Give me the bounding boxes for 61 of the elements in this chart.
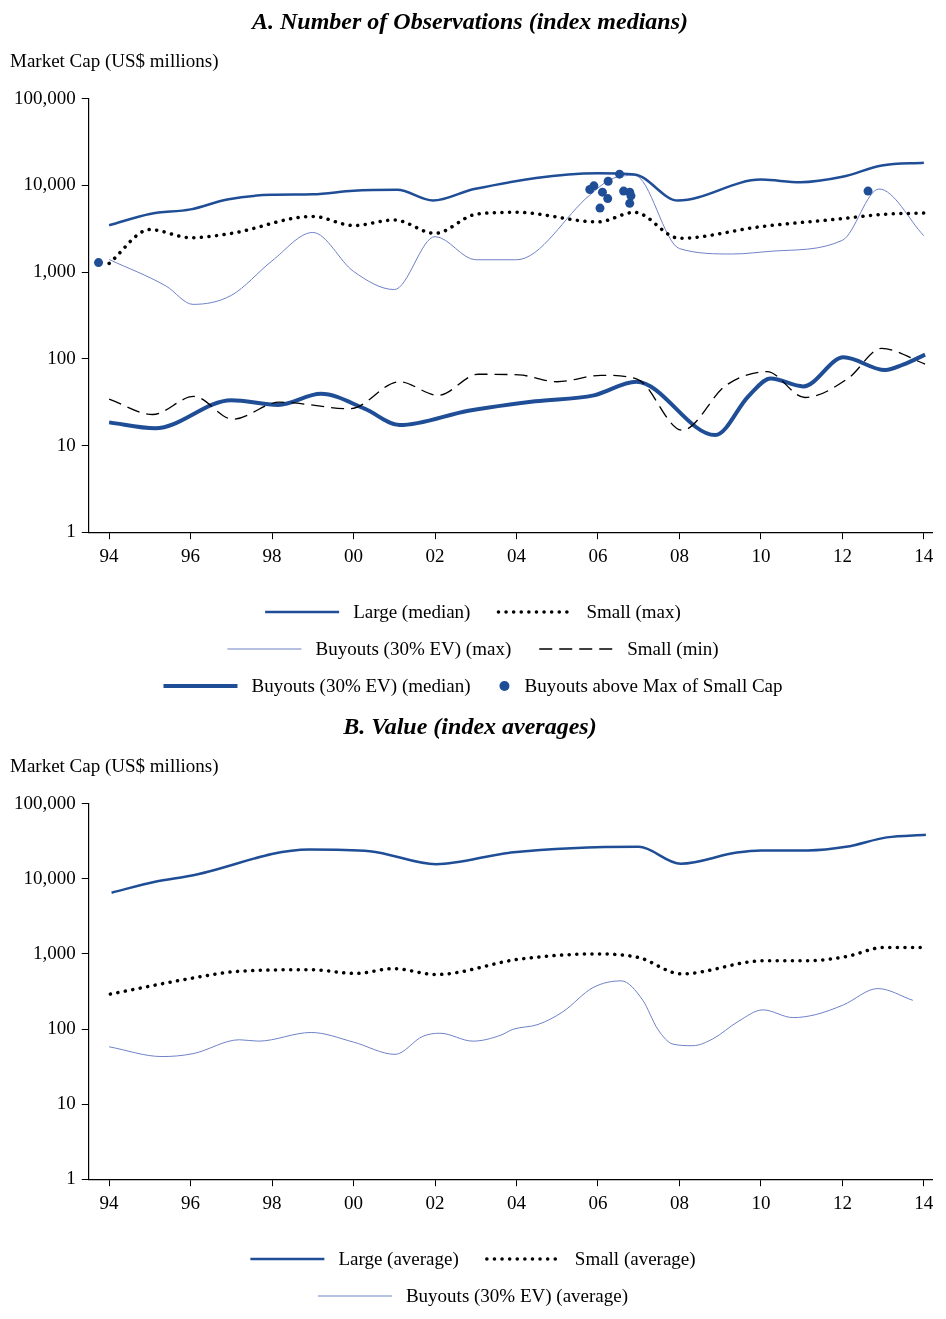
x-tick-label: 14 [914, 544, 934, 566]
legend-label: Large (average) [338, 1247, 459, 1270]
x-tick-label: 08 [669, 1191, 689, 1213]
point [863, 186, 873, 196]
y-tick-label: 100 [47, 346, 76, 368]
x-tick-label: 08 [669, 544, 689, 566]
y-tick-label: 1,000 [33, 260, 76, 282]
y-tick-label: 1 [66, 520, 76, 542]
legend-label: Small (max) [586, 600, 681, 623]
x-tick-label: 12 [832, 544, 852, 566]
x-tick-label: 00 [344, 544, 364, 566]
y-tick-label: 100 [47, 1017, 76, 1039]
x-tick-label: 94 [99, 544, 120, 566]
line-series [108, 980, 914, 1058]
legend-label: Buyouts above Max of Small Cap [524, 674, 783, 696]
x-tick-label: 14 [914, 1191, 934, 1213]
point [625, 198, 635, 208]
y-tick-label: 10,000 [23, 173, 76, 195]
x-tick-label: 02 [425, 1191, 445, 1213]
x-tick-label: 10 [751, 544, 771, 566]
y-axis-title: Market Cap (US$ millions) [10, 754, 219, 777]
chart-title: A. Number of Observations (index medians) [249, 7, 689, 34]
x-tick-label: 98 [262, 1191, 282, 1213]
legend-label: Large (median) [353, 600, 471, 623]
x-tick-label: 04 [506, 1191, 527, 1213]
point [589, 181, 599, 191]
y-tick-label: 1,000 [33, 941, 76, 963]
point [94, 258, 104, 268]
x-tick-label: 96 [181, 1191, 201, 1213]
point [615, 169, 625, 179]
point [603, 194, 613, 204]
line-series [107, 210, 926, 266]
x-tick-label: 10 [751, 1191, 771, 1213]
x-tick-label: 96 [181, 544, 201, 566]
legend-label: Small (min) [627, 637, 719, 660]
x-tick-label: 98 [262, 544, 282, 566]
y-tick-label: 100,000 [14, 791, 76, 813]
y-axis-title: Market Cap (US$ millions) [10, 49, 219, 72]
legend-label: Buyouts (30% EV) (median) [251, 674, 471, 697]
x-tick-label: 94 [99, 1191, 120, 1213]
x-tick-label: 06 [588, 544, 608, 566]
legend-label: Small (average) [574, 1247, 696, 1270]
x-tick-label: 06 [588, 1191, 608, 1213]
x-tick-label: 00 [344, 1191, 364, 1213]
chart-title: B. Value (index averages) [342, 712, 597, 739]
y-tick-label: 10 [56, 433, 76, 455]
point [603, 176, 613, 186]
legend-label: Buyouts (30% EV) (max) [315, 637, 512, 660]
line-series [107, 161, 926, 227]
y-tick-label: 100,000 [14, 86, 76, 108]
x-tick-label: 02 [425, 544, 445, 566]
x-tick-label: 12 [832, 1191, 852, 1213]
y-tick-label: 1 [66, 1167, 76, 1189]
line-series [108, 174, 925, 305]
point [595, 203, 605, 213]
legend-label: Buyouts (30% EV) (average) [405, 1284, 629, 1307]
x-tick-label: 04 [506, 544, 527, 566]
line-series [110, 833, 928, 894]
y-tick-label: 10,000 [23, 866, 76, 888]
point [597, 187, 607, 197]
y-tick-label: 10 [56, 1092, 76, 1114]
